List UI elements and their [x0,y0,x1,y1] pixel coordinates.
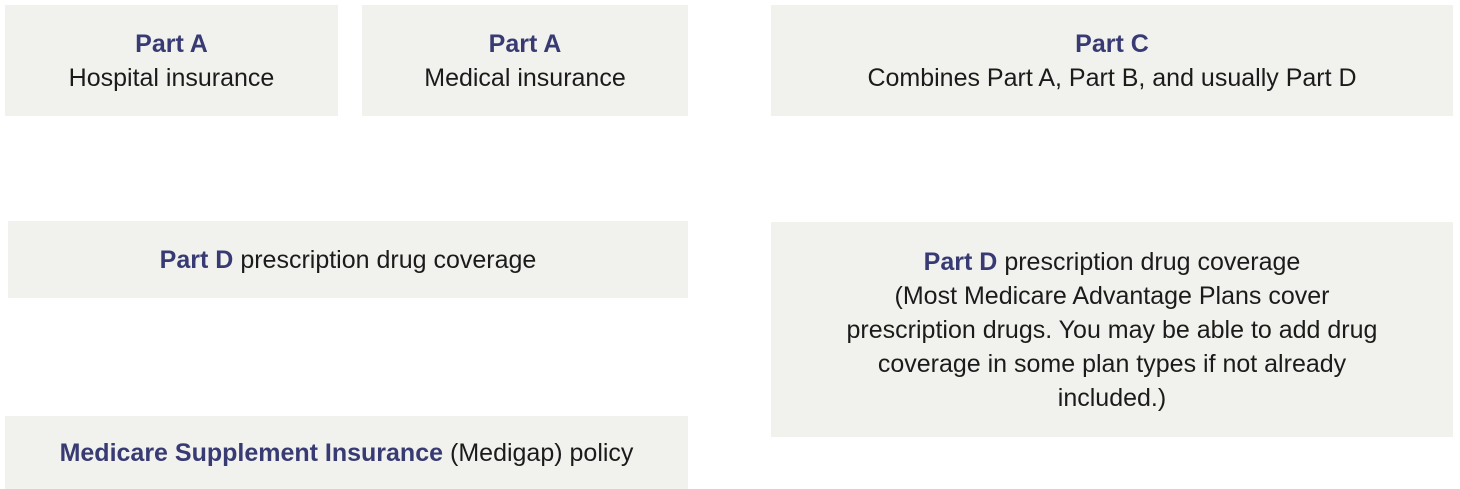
part-a-hospital-box: Part A Hospital insurance [5,5,338,116]
box-note: (Most Medicare Advantage Plans cover pre… [846,281,1378,412]
box-title: Part A [488,29,562,58]
box-text: Medical insurance [424,63,626,92]
medigap-box: Medicare Supplement Insurance (Medigap) p… [5,416,688,489]
box-text: (Medigap) policy [450,438,634,467]
part-a-medical-box: Part A Medical insurance [362,5,688,116]
box-title: Medicare Supplement Insurance [59,438,444,467]
part-c-box: Part C Combines Part A, Part B, and usua… [771,5,1453,116]
box-title: Part A [135,29,208,58]
box-text: Combines Part A, Part B, and usually Par… [867,63,1357,92]
box-title: Part C [1075,29,1149,58]
box-text: Hospital insurance [68,63,275,92]
box-text: prescription drug coverage [240,245,537,274]
box-text: prescription drug coverage [1004,247,1301,276]
box-title: Part D [159,245,234,274]
box-title: Part D [923,247,998,276]
box-line: Medicare Supplement Insurance (Medigap) p… [60,436,634,470]
